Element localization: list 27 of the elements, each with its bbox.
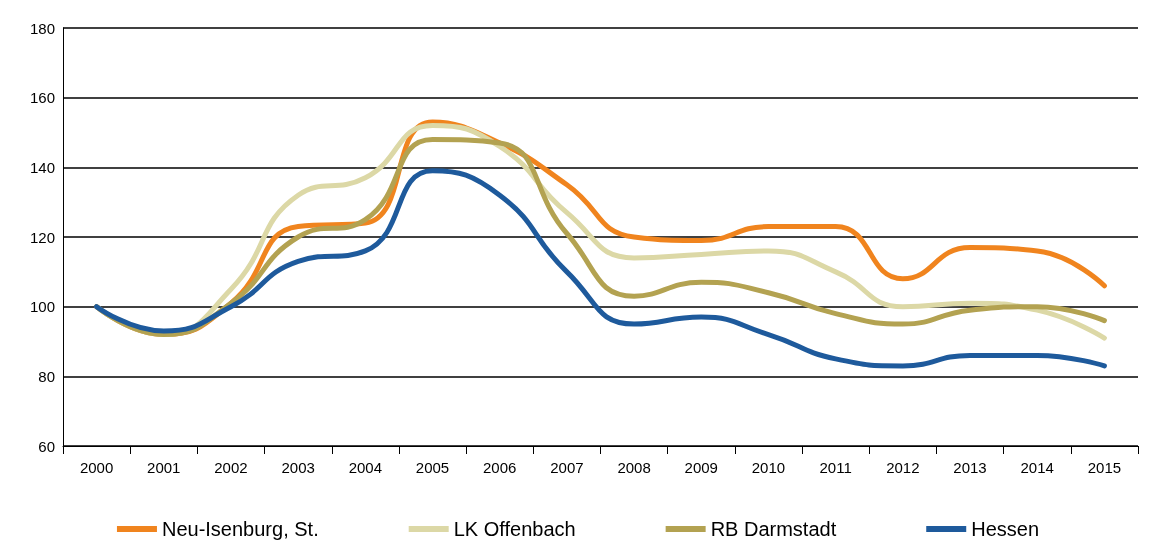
x-tick-label: 2000 bbox=[79, 459, 114, 476]
x-tick-label: 2010 bbox=[751, 459, 786, 476]
x-tick-label: 2009 bbox=[684, 459, 718, 476]
y-tick-label: 180 bbox=[29, 19, 55, 37]
legend-label: LK Offenbach bbox=[453, 518, 576, 540]
x-tick-label: 2005 bbox=[415, 459, 450, 476]
legend-label: RB Darmstadt bbox=[710, 518, 837, 540]
y-tick-label: 140 bbox=[29, 158, 55, 176]
x-tick-label: 2014 bbox=[1020, 459, 1054, 476]
legend-label: Hessen bbox=[971, 518, 1040, 540]
y-tick-label: 60 bbox=[38, 437, 55, 455]
x-tick-label: 2002 bbox=[214, 459, 248, 476]
x-tick-label: 2006 bbox=[483, 459, 517, 476]
x-tick-label: 2013 bbox=[953, 459, 987, 476]
y-tick-label: 80 bbox=[38, 367, 55, 385]
x-tick-label: 2004 bbox=[348, 459, 383, 476]
y-tick-label: 100 bbox=[29, 298, 55, 316]
legend-label: Neu-Isenburg, St. bbox=[161, 518, 319, 540]
x-tick-label: 2011 bbox=[819, 459, 852, 476]
x-tick-label: 2008 bbox=[617, 459, 651, 476]
x-tick-label: 2012 bbox=[886, 459, 920, 476]
x-tick-label: 2001 bbox=[147, 459, 181, 476]
y-tick-label: 120 bbox=[29, 228, 55, 246]
y-tick-label: 160 bbox=[29, 89, 55, 107]
x-tick-label: 2015 bbox=[1087, 459, 1122, 476]
x-tick-label: 2007 bbox=[550, 459, 584, 476]
x-tick-label: 2003 bbox=[281, 459, 315, 476]
